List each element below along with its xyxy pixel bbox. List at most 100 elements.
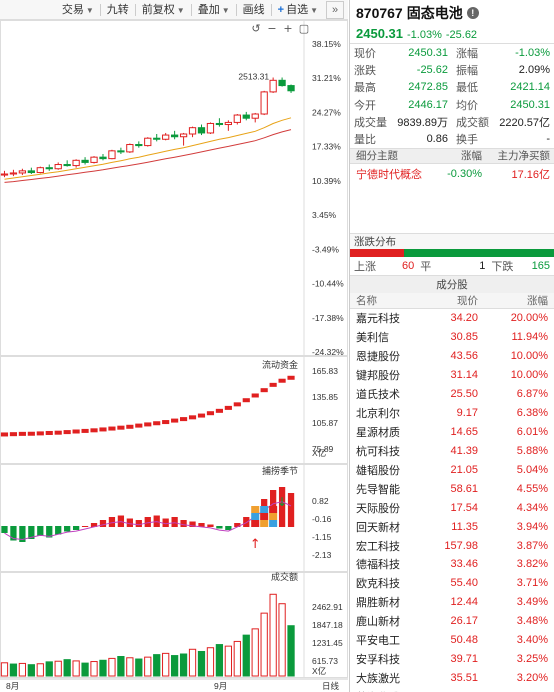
flow-bar (206, 411, 215, 416)
volume-axis-label: 2462.91 (312, 602, 343, 612)
component-row[interactable]: 德福科技 33.46 3.82% (350, 555, 554, 574)
component-change: 4.34% (516, 501, 548, 514)
component-name: 嘉元科技 (356, 313, 400, 326)
component-row[interactable]: 鹿山新材 26.17 3.48% (350, 612, 554, 631)
component-row[interactable]: 鼎胜新材 12.44 3.49% (350, 593, 554, 612)
component-change: 10.00% (510, 350, 548, 363)
component-price: 14.65 (450, 425, 478, 438)
component-row[interactable]: 安孚科技 39.71 3.25% (350, 650, 554, 669)
zoom-in-icon[interactable]: + (283, 22, 292, 35)
volume-axis-label: 1847.18 (312, 620, 343, 630)
component-row[interactable]: 杭可科技 41.39 5.88% (350, 441, 554, 460)
toolbar-button-1[interactable]: 九转 (101, 0, 135, 20)
sector-header: 细分主题 涨幅 主力净买额 (350, 147, 554, 164)
capture-signal-block (251, 513, 260, 520)
component-price: 58.61 (450, 482, 478, 495)
sector-col-net: 主力净买额 (497, 150, 551, 163)
component-change: 3.20% (516, 672, 548, 685)
quote-label: 均价 (455, 99, 478, 112)
capture-bar (180, 520, 187, 527)
component-row[interactable]: 大族激光 35.51 3.20% (350, 669, 554, 688)
component-price: 11.35 (451, 520, 478, 533)
component-row[interactable]: 雄韬股份 21.05 5.04% (350, 460, 554, 479)
volume-bar (72, 660, 80, 677)
flow-axis-label: 75.89 (312, 444, 334, 454)
component-row[interactable]: 恩捷股份 43.56 10.00% (350, 347, 554, 366)
zoom-out-icon[interactable]: − (267, 22, 276, 35)
quote-label: 涨幅 (455, 47, 478, 60)
volume-bar (90, 661, 98, 677)
more-button[interactable]: » (326, 0, 344, 19)
toolbar-button-2[interactable]: 前复权 ▼ (136, 0, 191, 20)
component-change: 4.55% (516, 482, 548, 495)
toolbar-button-4[interactable]: 画线 (237, 0, 271, 20)
flow-bar (260, 388, 268, 393)
component-price: 25.50 (450, 388, 478, 400)
chart-area[interactable]: 交易 ▼ 九转 前复权 ▼ 叠加 ▼ 画线 + 自选 ▼» ↺ − + ▢ 38.15% 31.21% 24.2… (0, 0, 348, 692)
quote-value: 2446.17 (408, 98, 448, 111)
component-row[interactable]: 道氏技术 25.50 6.87% (350, 385, 554, 404)
toolbar-separator (270, 3, 272, 16)
reset-icon[interactable]: ↺ (251, 22, 260, 35)
quote-row: 现价 2450.31 涨幅 -1.03% (350, 44, 554, 61)
col-change[interactable]: 涨幅 (527, 294, 548, 307)
capture-axis-label: -1.15 (312, 532, 332, 542)
stock-header: 870767 固态电池 ! 2450.31 -1.03% -25.62 (350, 0, 554, 44)
component-row[interactable]: 嘉元科技 34.20 20.00% (350, 309, 554, 328)
candle-body (188, 127, 197, 135)
sector-col-change: 涨幅 (461, 150, 482, 163)
info-icon[interactable]: ! (466, 7, 479, 19)
flat-label: 平 (420, 260, 432, 273)
component-row[interactable]: 天际股份 17.54 4.34% (350, 498, 554, 517)
component-row[interactable]: 星源材质 14.65 6.01% (350, 422, 554, 441)
toolbar-button-3[interactable]: 叠加 ▼ (192, 0, 236, 20)
component-row[interactable]: 蓝海华腾26.503.19% (350, 688, 554, 692)
maximize-icon[interactable]: ▢ (299, 22, 309, 35)
kline-chart[interactable]: ↺ − + ▢38.15% 31.21% 24.27% 17.33% 10.39% 3.45% -… (0, 20, 348, 692)
component-row[interactable]: 宏工科技 157.98 3.87% (350, 536, 554, 555)
quote-panel: 870767 固态电池 ! 2450.31 -1.03% -25.62 现价 2450… (349, 0, 554, 692)
toolbar-button-5[interactable]: + 自选 ▼ (272, 0, 324, 20)
price-axis-label: -17.38% (312, 313, 344, 323)
component-change: 3.49% (516, 596, 548, 609)
component-row[interactable]: 北京利尔 9.17 6.38% (350, 403, 554, 422)
component-row[interactable]: 先导智能 58.61 4.55% (350, 479, 554, 498)
candle-body (126, 144, 134, 153)
quote-value: -25.62 (416, 63, 448, 76)
capture-signal-block (260, 513, 269, 520)
flow-bar (135, 423, 143, 428)
plus-icon: + (277, 3, 285, 16)
volume-bar (162, 652, 170, 677)
component-row[interactable]: 美利信 30.85 11.94% (350, 328, 554, 347)
toolbar-button-0[interactable]: 交易 ▼ (56, 0, 100, 20)
capture-bar (37, 526, 44, 536)
component-row[interactable]: 键邦股份 31.14 10.00% (350, 366, 554, 385)
capture-bar (162, 518, 169, 527)
stock-change-pct: -1.03% (407, 29, 442, 41)
col-price[interactable]: 现价 (457, 294, 478, 307)
component-row[interactable]: 欧克科技 55.40 3.71% (350, 574, 554, 593)
sector-row[interactable]: 宁德时代概念 -0.30% 17.16亿 (350, 164, 554, 184)
price-axis-label: 10.39% (312, 176, 341, 186)
distribution-title: 涨跌分布 (350, 232, 554, 249)
component-name: 杭可科技 (356, 445, 400, 458)
capture-bar (81, 526, 89, 527)
volume-bar (18, 662, 27, 677)
period-label[interactable]: 日线 (322, 681, 340, 691)
component-row[interactable]: 平安电工 50.48 3.40% (350, 631, 554, 650)
quote-row: 最高 2472.85 最低 2421.14 (350, 79, 554, 96)
flow-bar (144, 422, 152, 427)
volume-unit-label: X亿 (312, 666, 326, 676)
chart-pane-border (0, 572, 348, 678)
capture-bar (64, 526, 71, 532)
col-name[interactable]: 名称 (356, 294, 377, 307)
component-change: 3.87% (516, 539, 548, 552)
component-change: 3.71% (516, 577, 548, 590)
flow-bar (278, 378, 286, 383)
toolbar-button-label: 九转 (106, 3, 129, 16)
quote-value: 0.86 (426, 133, 448, 146)
component-name: 平安电工 (356, 635, 400, 648)
flow-axis-label: 105.87 (312, 418, 338, 428)
component-row[interactable]: 回天新材 11.35 3.94% (350, 517, 554, 536)
flow-bar (0, 432, 9, 437)
